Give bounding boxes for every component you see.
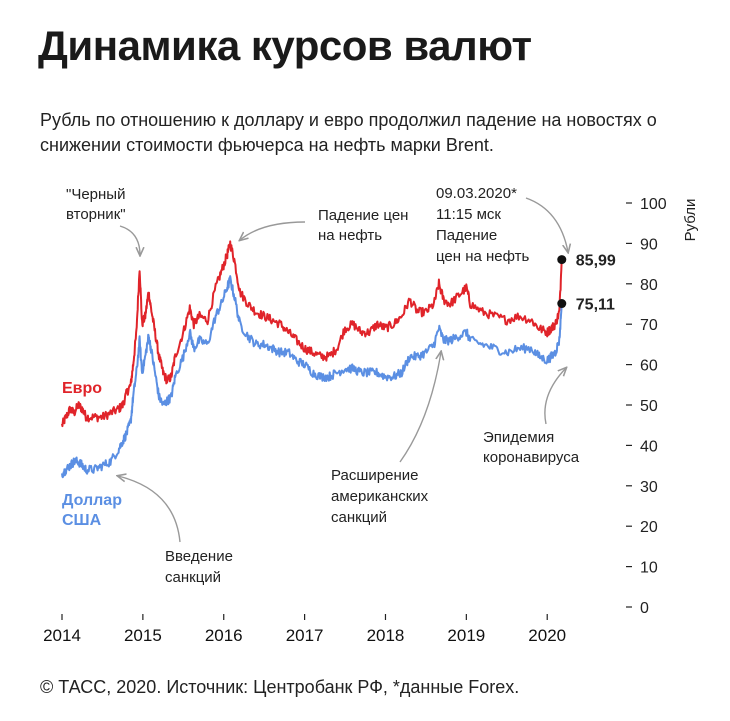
end-marker-dot: [557, 255, 567, 265]
y-tick-label: 50: [640, 398, 658, 415]
arrow-sanctions: [118, 476, 181, 543]
series-layer: [61, 240, 563, 479]
arrow-black-tuesday: [119, 225, 140, 255]
arrow-epidemic: [544, 368, 566, 425]
page-title: Динамика курсов валют: [38, 22, 532, 69]
series-line-usd: [61, 275, 563, 479]
y-tick-label: 80: [640, 277, 658, 294]
annotation-us-sanctions: Расширение американских санкций: [331, 467, 432, 526]
end-marker-dot: [557, 299, 567, 309]
x-tick-label: 2018: [367, 626, 405, 645]
arrow-oil-drop-2020: [525, 197, 568, 252]
x-axis: 2014 2015 2016 2017 2018 2019 2020: [43, 614, 566, 645]
y-tick-label: 0: [640, 600, 649, 617]
end-marker-label: 75,11: [576, 297, 615, 314]
x-tick-label: 2014: [43, 626, 81, 645]
end-marker-label: 85,99: [576, 253, 616, 270]
annotation-sanctions: Введение санкций: [165, 548, 237, 586]
y-tick-label: 30: [640, 479, 658, 496]
y-tick-label: 40: [640, 438, 658, 455]
series-label-usd: Доллар США: [62, 492, 126, 529]
x-tick-label: 2017: [286, 626, 324, 645]
arrow-oil-drop-2016: [240, 221, 306, 240]
series-label-euro: Евро: [62, 380, 102, 397]
y-axis-title: Рубли: [682, 199, 699, 242]
y-tick-label: 100: [640, 196, 667, 213]
x-tick-label: 2019: [447, 626, 485, 645]
annotation-oil-drop-2016: Падение цен на нефть: [318, 207, 413, 244]
page-subtitle: Рубль по отношению к доллару и евро прод…: [40, 110, 657, 155]
y-axis: 0 10 20 30 40 50 60 70 80 90 100: [626, 196, 667, 617]
series-line-euro: [61, 240, 563, 428]
y-tick-label: 70: [640, 317, 658, 334]
arrow-us-sanctions: [399, 352, 441, 463]
annotation-oil-drop-2020: 09.03.2020* 11:15 мск Падение цен на неф…: [436, 185, 530, 265]
y-tick-label: 90: [640, 236, 658, 253]
x-tick-label: 2020: [528, 626, 566, 645]
y-tick-label: 20: [640, 519, 658, 536]
source-note: © ТАСС, 2020. Источник: Центробанк РФ, *…: [40, 677, 520, 697]
markers-layer: 85,99 75,11: [557, 253, 616, 314]
y-tick-label: 60: [640, 358, 658, 375]
annotation-epidemic: Эпидемия коронавируса: [483, 429, 580, 466]
x-tick-label: 2015: [124, 626, 162, 645]
x-tick-label: 2016: [205, 626, 243, 645]
annotation-black-tuesday: "Черный вторник": [66, 186, 130, 223]
y-tick-label: 10: [640, 560, 658, 577]
